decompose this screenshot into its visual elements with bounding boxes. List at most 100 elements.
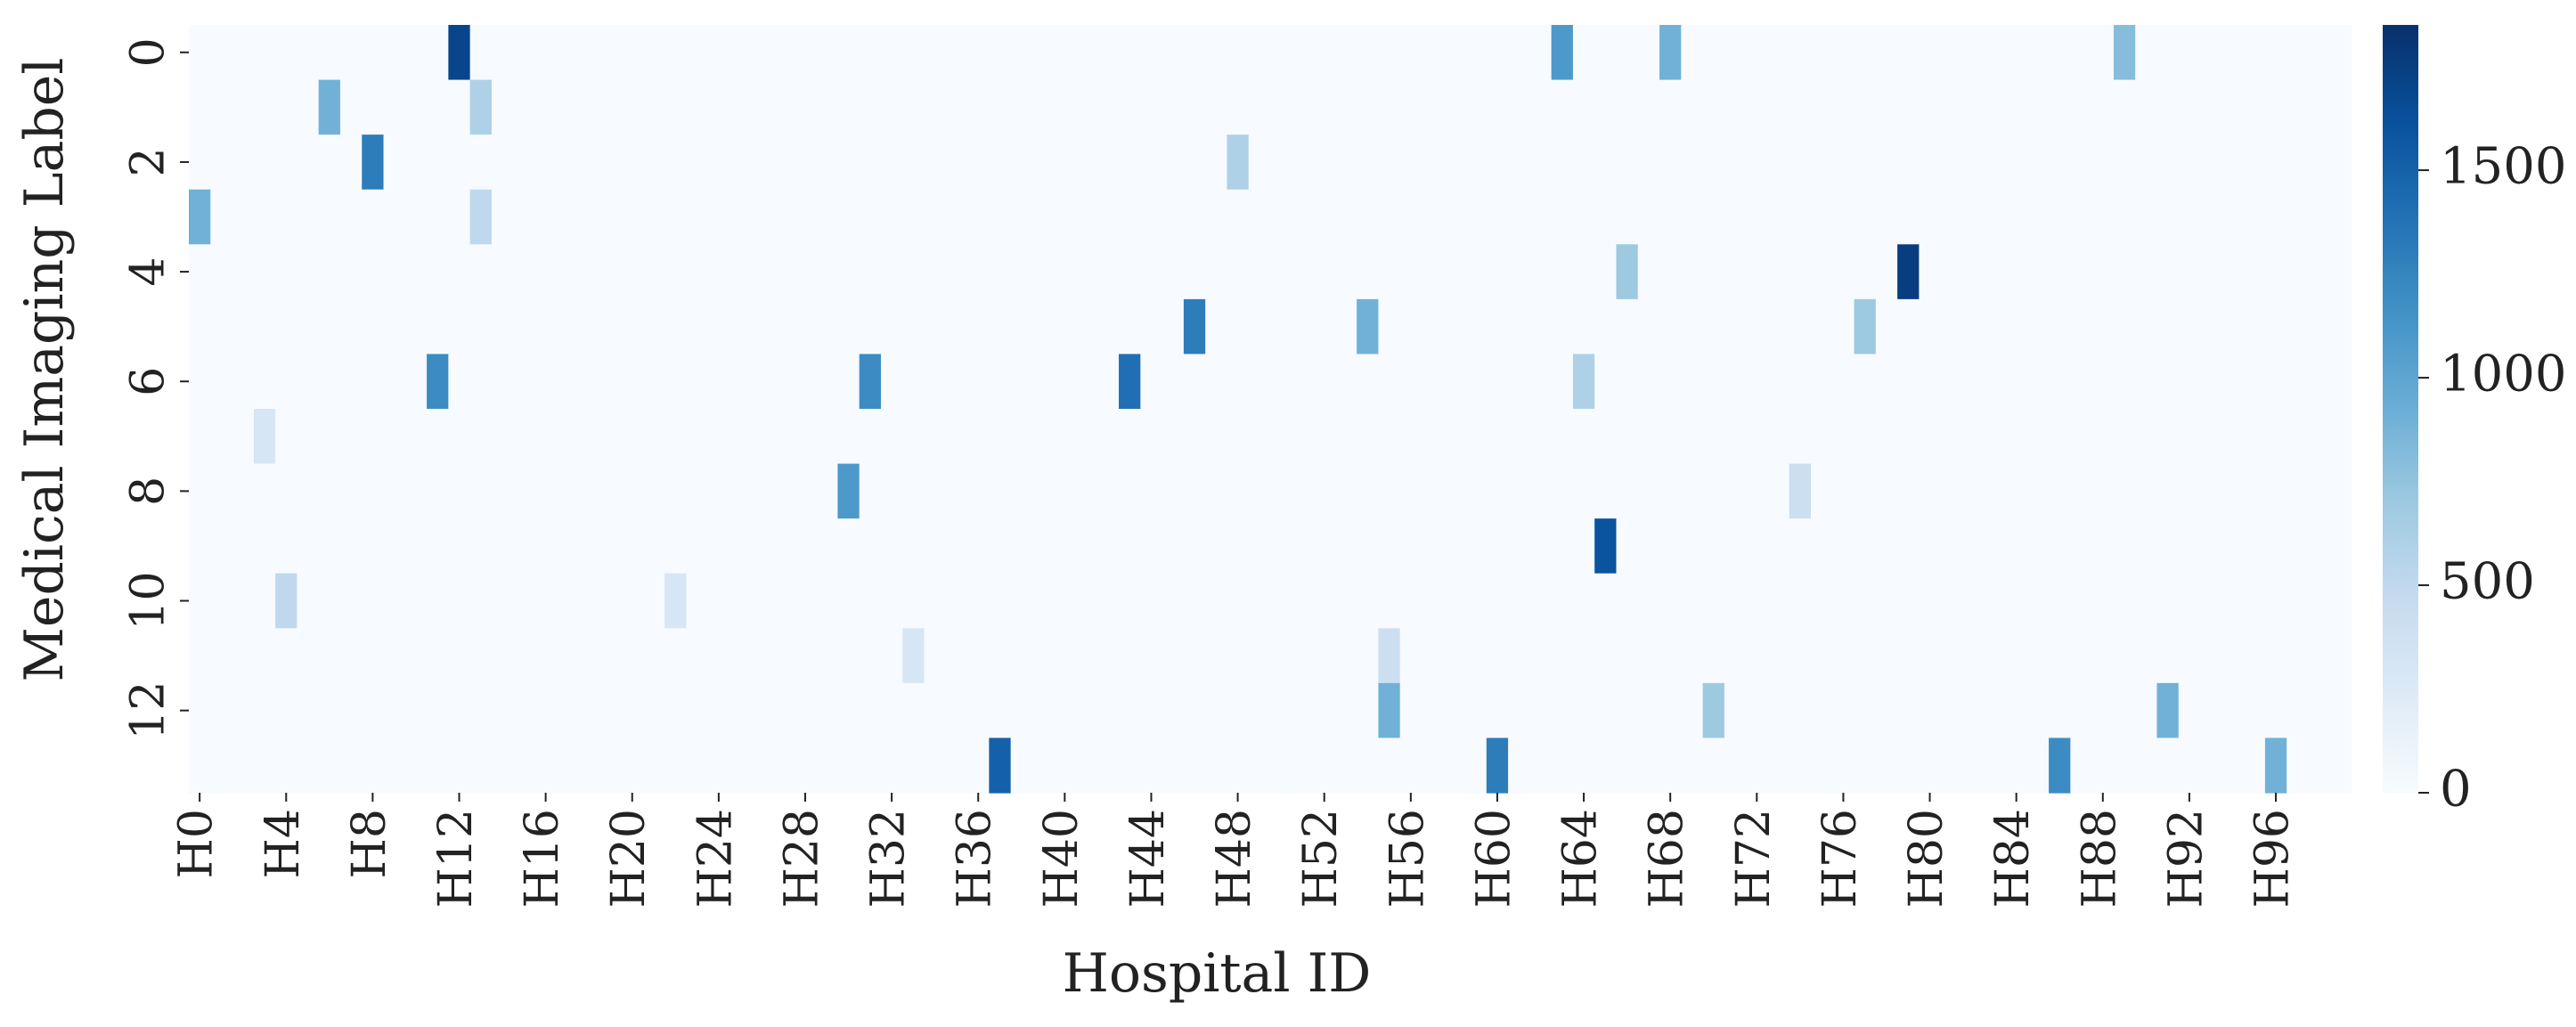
heatmap-cell	[1702, 244, 1725, 300]
heatmap-cell	[2070, 244, 2093, 300]
heatmap-cell	[534, 518, 558, 575]
heatmap-cell	[513, 79, 536, 135]
heatmap-cell	[1443, 409, 1466, 465]
heatmap-cell	[2005, 518, 2028, 575]
heatmap-cell	[2049, 682, 2071, 739]
heatmap-cell	[794, 25, 817, 81]
heatmap-cell	[2308, 79, 2331, 135]
heatmap-cell	[2156, 738, 2180, 794]
heatmap-cell	[383, 189, 406, 245]
heatmap-cell	[210, 354, 233, 410]
heatmap-cell	[1724, 134, 1747, 191]
heatmap-cell	[1443, 682, 1466, 739]
heatmap-cell	[2287, 298, 2310, 355]
heatmap-cell	[2135, 244, 2158, 300]
heatmap-cell	[1724, 738, 1747, 794]
heatmap-cell	[1940, 354, 1963, 410]
heatmap-cell	[751, 79, 774, 135]
heatmap-cell	[794, 628, 817, 684]
heatmap-cell	[664, 409, 688, 465]
heatmap-cell	[902, 518, 925, 575]
heatmap-cell	[448, 573, 471, 629]
heatmap-cell	[1594, 79, 1618, 135]
heatmap-cell	[816, 573, 838, 629]
heatmap-cell	[2200, 628, 2222, 684]
heatmap-cell	[2308, 409, 2331, 465]
heatmap-cell	[1681, 244, 1704, 300]
heatmap-cell	[2329, 134, 2352, 191]
heatmap-cell	[859, 518, 882, 575]
heatmap-cell	[924, 189, 947, 245]
heatmap-cell	[1875, 682, 1898, 739]
heatmap-cell	[707, 134, 730, 191]
heatmap-cell	[751, 682, 774, 739]
heatmap-cell	[1637, 409, 1660, 465]
heatmap-cell	[794, 354, 817, 410]
heatmap-cell	[1854, 738, 1877, 794]
heatmap-cell	[362, 573, 385, 629]
heatmap-cell	[1357, 298, 1379, 355]
heatmap-cell	[816, 463, 838, 519]
heatmap-cell	[232, 134, 255, 191]
heatmap-cell	[1746, 134, 1769, 191]
heatmap-cell	[859, 244, 882, 300]
heatmap-cell	[1399, 409, 1423, 465]
heatmap-cell	[2221, 573, 2245, 629]
heatmap-cell	[427, 79, 449, 135]
heatmap-cell	[1724, 573, 1747, 629]
heatmap-cell	[1961, 189, 1985, 245]
heatmap-cell	[707, 189, 730, 245]
heatmap-cell	[1183, 189, 1206, 245]
heatmap-cell	[1248, 573, 1271, 629]
heatmap-cell	[1096, 409, 1120, 465]
heatmap-cell	[1702, 134, 1725, 191]
heatmap-cell	[730, 573, 752, 629]
heatmap-cell	[880, 628, 903, 684]
heatmap-cell	[1119, 518, 1141, 575]
heatmap-cell	[210, 518, 233, 575]
heatmap-cell	[1248, 518, 1271, 575]
heatmap-cell	[2287, 573, 2310, 629]
heatmap-cell	[1486, 682, 1509, 739]
heatmap-cell	[318, 134, 341, 191]
heatmap-cell	[1096, 79, 1120, 135]
heatmap-cell	[2264, 244, 2287, 300]
heatmap-cell	[210, 298, 233, 355]
heatmap-cell	[924, 298, 947, 355]
heatmap-cell	[1984, 189, 2007, 245]
heatmap-cell	[339, 298, 363, 355]
heatmap-cell	[2156, 244, 2180, 300]
heatmap-cell	[772, 134, 795, 191]
heatmap-cell	[599, 738, 623, 794]
heatmap-cell	[1378, 463, 1401, 519]
heatmap-cell	[1767, 409, 1790, 465]
heatmap-cell	[707, 518, 730, 575]
heatmap-cell	[1811, 298, 1833, 355]
heatmap-cell	[1010, 354, 1033, 410]
heatmap-cell	[1789, 738, 1812, 794]
heatmap-cell	[232, 738, 255, 794]
heatmap-cell	[1054, 298, 1077, 355]
heatmap-cell	[491, 573, 514, 629]
heatmap-cell	[1875, 298, 1898, 355]
heatmap-cell	[1313, 682, 1336, 739]
heatmap-cell	[599, 134, 623, 191]
heatmap-cell	[902, 244, 925, 300]
heatmap-cell	[297, 189, 320, 245]
heatmap-cell	[924, 682, 947, 739]
heatmap-cell	[1572, 518, 1595, 575]
heatmap-cell	[1572, 25, 1595, 81]
heatmap-cell	[1096, 189, 1120, 245]
heatmap-cell	[1551, 628, 1574, 684]
heatmap-cell	[989, 354, 1012, 410]
heatmap-cell	[621, 298, 644, 355]
heatmap-cell	[1162, 463, 1185, 519]
heatmap-cell	[253, 463, 276, 519]
heatmap-cell	[404, 409, 428, 465]
heatmap-cell	[1205, 298, 1228, 355]
heatmap-cell	[2070, 738, 2093, 794]
heatmap-cell	[2221, 298, 2245, 355]
heatmap-cell	[1010, 738, 1033, 794]
heatmap-cell	[1486, 79, 1509, 135]
heatmap-cell	[1897, 298, 1920, 355]
